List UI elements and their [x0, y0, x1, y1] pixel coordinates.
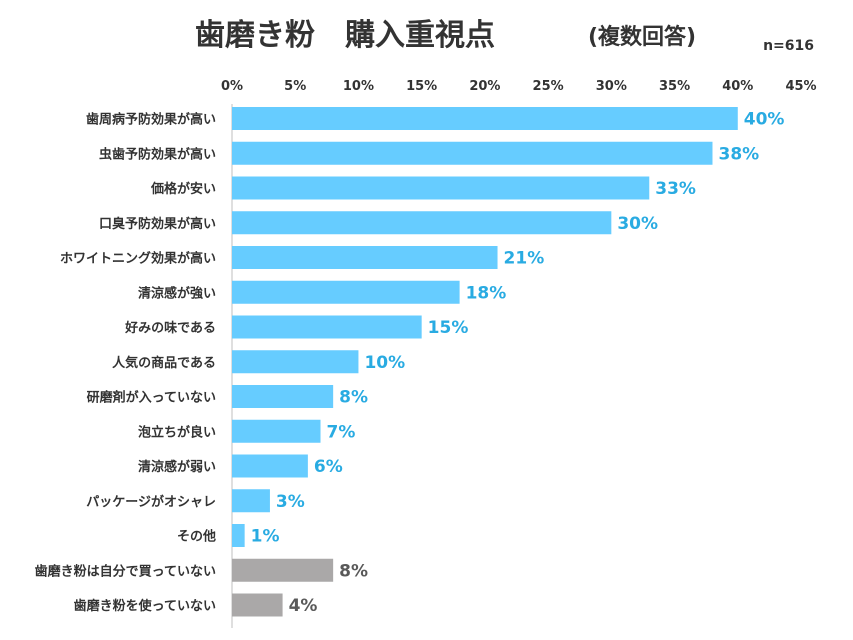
value-label: 38%	[718, 144, 759, 164]
x-tick-label: 40%	[722, 79, 753, 94]
category-label: 歯磨き粉は自分で買っていない	[35, 563, 216, 579]
category-label: 人気の商品である	[112, 355, 216, 371]
bar	[232, 141, 713, 165]
category-label: ホワイトニング効果が高い	[60, 251, 216, 267]
x-tick-label: 0%	[221, 79, 243, 94]
value-label: 8%	[339, 388, 368, 408]
value-label: 3%	[276, 492, 305, 512]
category-label: その他	[177, 529, 216, 545]
x-tick-label: 5%	[284, 79, 306, 94]
value-label: 30%	[617, 214, 658, 234]
value-label: 15%	[428, 318, 469, 338]
bar	[232, 176, 650, 200]
chart-subtitle: (複数回答)	[588, 24, 696, 50]
value-label: 33%	[655, 179, 696, 199]
category-label: 清涼感が強い	[138, 285, 216, 301]
category-label: 口臭予防効果が高い	[99, 216, 216, 232]
sample-size: n=616	[763, 38, 814, 54]
category-label: 好みの味である	[124, 320, 216, 336]
bar	[232, 385, 334, 408]
bar	[232, 558, 334, 582]
value-label: 18%	[466, 283, 507, 303]
bar	[232, 419, 321, 443]
bar	[232, 489, 270, 513]
x-tick-label: 35%	[659, 79, 690, 94]
bar	[232, 211, 612, 235]
bar	[232, 246, 498, 269]
value-label: 1%	[251, 527, 280, 547]
bar	[232, 593, 283, 617]
bar	[232, 454, 308, 478]
category-label: パッケージがオシャレ	[86, 494, 216, 510]
bar	[232, 315, 422, 339]
category-label: 研磨剤が入っていない	[87, 390, 216, 406]
chart-title: 歯磨き粉 購入重視点	[195, 18, 495, 53]
x-tick-label: 30%	[596, 79, 627, 94]
x-tick-label: 15%	[406, 79, 437, 94]
category-label: 清涼感が弱い	[138, 459, 216, 475]
bar	[232, 524, 245, 547]
bar	[232, 280, 460, 304]
category-label: 歯周病予防効果が高い	[86, 112, 216, 128]
bars: 歯周病予防効果が高い 40% 虫歯予防効果が高い 38% 価格が安い 33% 口臭予防効果が…	[35, 107, 785, 617]
x-axis-ticks: 0% 5% 10% 15% 20% 25% 30% 35% 40% 45%	[221, 79, 817, 94]
bar	[232, 107, 738, 130]
x-tick-label: 25%	[533, 79, 564, 94]
value-label: 6%	[314, 457, 343, 477]
category-label: 泡立ちが良い	[138, 424, 216, 440]
value-label: 40%	[744, 110, 785, 130]
value-label: 8%	[339, 561, 368, 581]
value-label: 10%	[364, 353, 405, 373]
value-label: 7%	[327, 422, 356, 442]
value-label: 4%	[289, 596, 318, 616]
value-label: 21%	[504, 249, 545, 269]
bar	[232, 350, 359, 374]
x-tick-label: 45%	[785, 79, 816, 94]
x-tick-label: 10%	[343, 79, 374, 94]
category-label: 歯磨き粉を使っていない	[74, 598, 216, 614]
category-label: 価格が安い	[150, 181, 216, 197]
x-tick-label: 20%	[469, 79, 500, 94]
category-label: 虫歯予防効果が高い	[99, 146, 216, 162]
